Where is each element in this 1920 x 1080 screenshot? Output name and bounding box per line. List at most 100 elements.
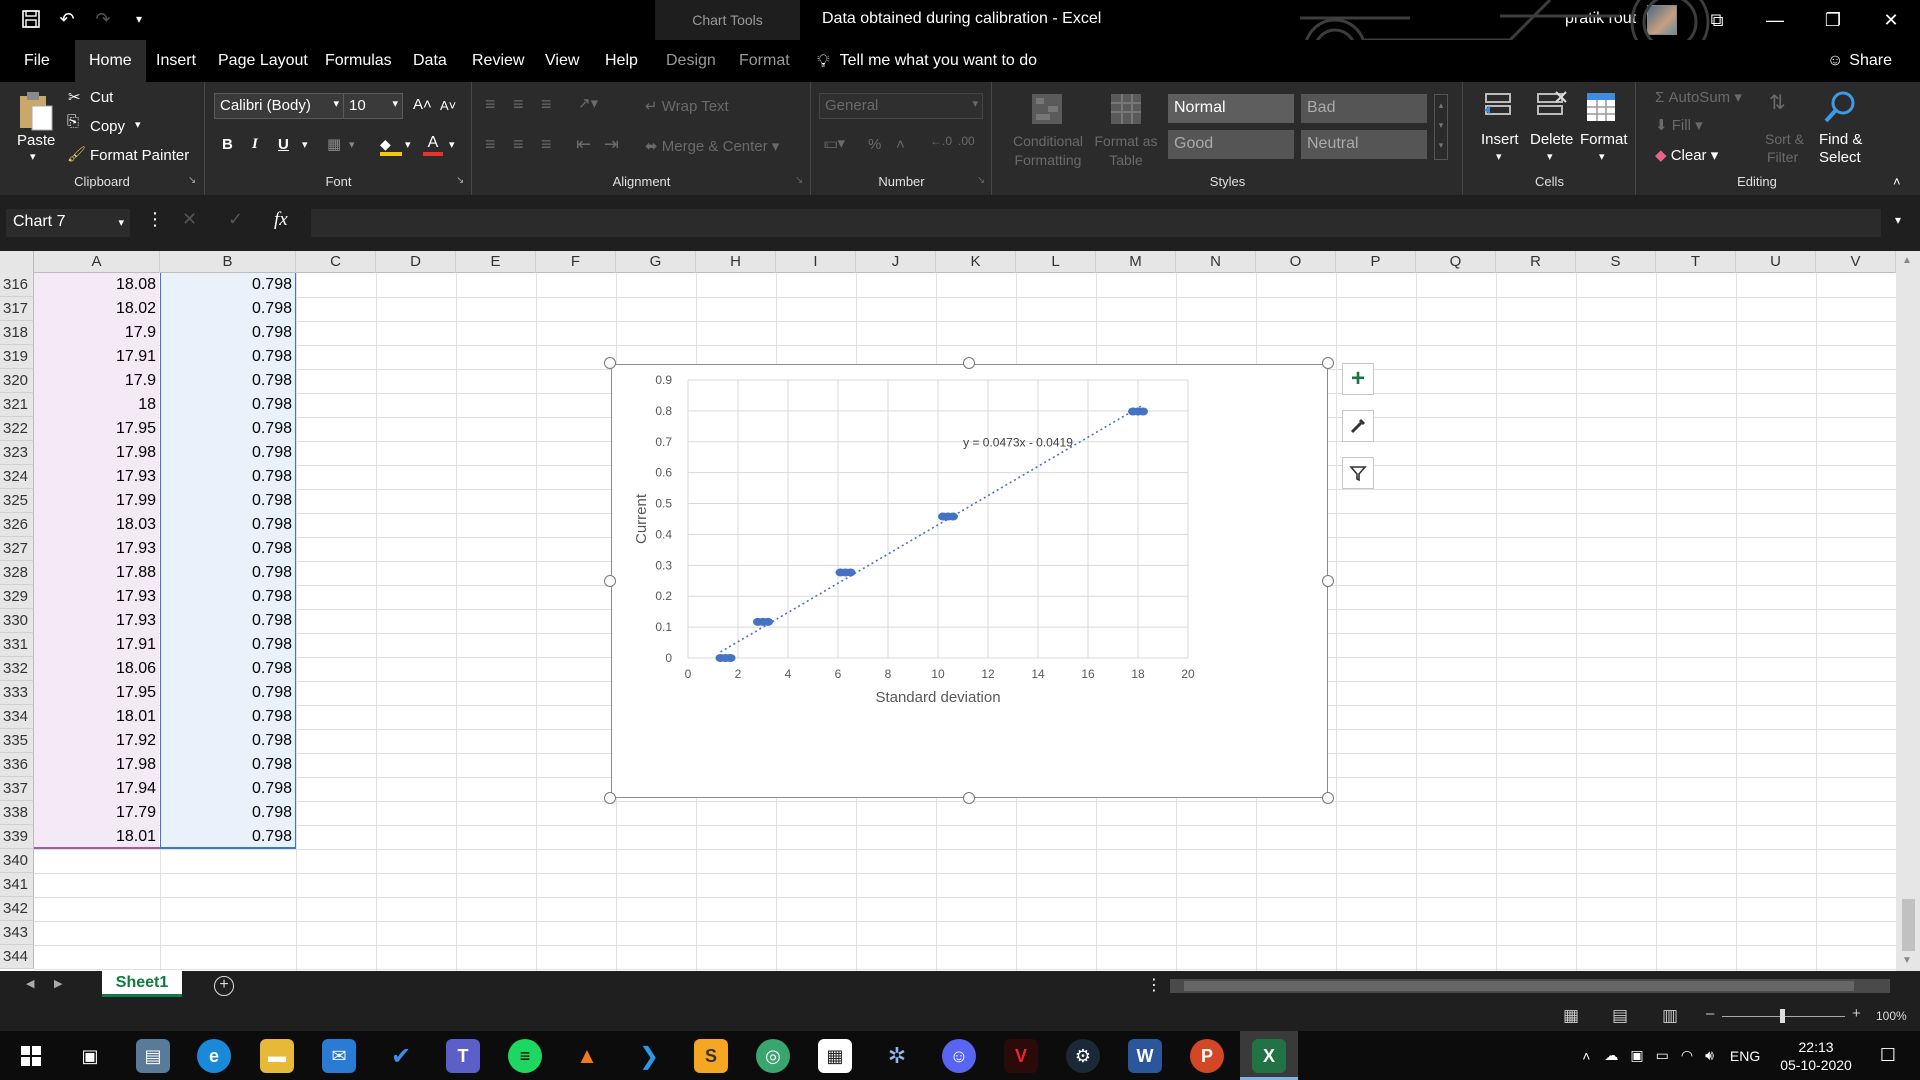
row-header[interactable]: 342 — [0, 897, 34, 921]
cell-a[interactable]: 17.93 — [115, 540, 156, 557]
cell-b[interactable] — [160, 873, 296, 897]
resize-handle-top-right[interactable] — [1322, 357, 1334, 369]
cell-a[interactable]: 18.01 — [115, 828, 156, 845]
insert-cells-button[interactable]: Insert — [1481, 131, 1519, 148]
todo-icon[interactable]: ✔ — [390, 1042, 412, 1070]
format-cells-button[interactable]: Format — [1580, 131, 1628, 148]
font-launcher-icon[interactable]: ↘ — [456, 175, 465, 186]
redo-icon[interactable]: ↷ — [95, 8, 111, 29]
edge-browser-icon[interactable]: e — [197, 1039, 231, 1073]
resize-handle-left[interactable] — [604, 575, 616, 587]
font-color-icon[interactable]: A — [423, 134, 443, 156]
sheet-tab-sheet1[interactable]: Sheet1 — [102, 971, 182, 997]
cell-a[interactable]: 17.79 — [115, 804, 156, 821]
column-header-d[interactable]: D — [376, 251, 456, 273]
chart-elements-icon[interactable]: + — [1342, 363, 1374, 395]
bold-button[interactable]: B — [222, 136, 233, 153]
avatar[interactable] — [1647, 5, 1677, 35]
cut-button[interactable]: Cut — [90, 89, 114, 106]
number-launcher-icon[interactable]: ↘ — [977, 175, 986, 186]
font-family-select[interactable]: Calibri (Body) ▾ — [214, 93, 344, 119]
cell-a[interactable]: 17.93 — [115, 468, 156, 485]
row-header[interactable]: 340 — [0, 849, 34, 873]
row-header[interactable]: 337 — [0, 777, 34, 801]
increase-decimal-icon[interactable]: ←.0 — [930, 134, 953, 148]
network-app-icon[interactable]: ✲ — [887, 1043, 907, 1068]
row-header[interactable]: 322 — [0, 417, 34, 441]
wifi-icon[interactable]: ◠ — [1680, 1047, 1694, 1063]
collapse-ribbon-icon[interactable]: ˄ — [1893, 174, 1901, 189]
paste-button[interactable]: Paste — [17, 132, 56, 149]
conditional-formatting-line1[interactable]: Conditional — [1012, 133, 1084, 149]
scroll-down-icon[interactable]: ▼ — [1902, 955, 1912, 966]
show-hidden-icons-icon[interactable]: ˄ — [1582, 1047, 1591, 1064]
resize-handle-top[interactable] — [963, 357, 975, 369]
cell-a[interactable]: 17.98 — [115, 756, 156, 773]
undo-icon[interactable]: ↶ — [59, 8, 75, 29]
row-header[interactable]: 341 — [0, 873, 34, 897]
tell-me-search[interactable]: 💡︎ Tell me what you want to do — [817, 40, 1037, 82]
fill-button[interactable]: ⬇ Fill ▾ — [1655, 117, 1703, 134]
orientation-icon[interactable]: ↗▾ — [578, 95, 599, 112]
insert-dropdown-icon[interactable]: ▾ — [1496, 151, 1502, 163]
cell-b[interactable]: 0.798 — [251, 276, 292, 293]
align-left-icon[interactable]: ≡ — [485, 134, 496, 154]
italic-button[interactable]: I — [252, 136, 258, 152]
cell-a[interactable] — [34, 849, 160, 873]
cell-b[interactable]: 0.798 — [251, 756, 292, 773]
decrease-decimal-icon[interactable]: .00 — [958, 134, 975, 148]
column-header-h[interactable]: H — [696, 251, 776, 273]
row-header[interactable]: 328 — [0, 561, 34, 585]
minimize-icon[interactable]: — — [1766, 9, 1784, 30]
underline-dropdown-icon[interactable]: ▾ — [302, 139, 308, 151]
decrease-font-size-icon[interactable]: A˅ — [440, 98, 457, 113]
next-sheet-icon[interactable]: ▶ — [54, 978, 63, 990]
ribbon-display-options-icon[interactable]: ⧉ — [1710, 9, 1724, 30]
onedrive-icon[interactable]: ☁ — [1604, 1047, 1619, 1063]
column-header-u[interactable]: U — [1736, 251, 1816, 273]
spotify-icon[interactable]: ≡ — [508, 1039, 542, 1073]
cell-b[interactable]: 0.798 — [251, 444, 292, 461]
clear-button[interactable]: ◆ Clear ▾ — [1655, 147, 1719, 164]
row-header[interactable]: 343 — [0, 921, 34, 945]
tab-home[interactable]: Home — [75, 40, 146, 82]
fill-color-icon[interactable]: ◆ — [380, 136, 402, 156]
customize-qat-icon[interactable]: ▾ — [135, 12, 143, 26]
align-middle-icon[interactable]: ≡ — [513, 94, 524, 114]
align-top-icon[interactable]: ≡ — [485, 94, 496, 114]
font-color-dropdown-icon[interactable]: ▾ — [449, 139, 455, 151]
cell-b[interactable]: 0.798 — [251, 468, 292, 485]
cell-b[interactable]: 0.798 — [251, 324, 292, 341]
column-header-o[interactable]: O — [1256, 251, 1336, 273]
cell-a[interactable]: 17.91 — [115, 348, 156, 365]
cell-b[interactable]: 0.798 — [251, 492, 292, 509]
style-good[interactable]: Good — [1168, 130, 1294, 159]
fill-color-dropdown-icon[interactable]: ▾ — [405, 139, 411, 151]
restore-icon[interactable]: ❐ — [1824, 9, 1842, 30]
row-header[interactable]: 335 — [0, 729, 34, 753]
row-header[interactable]: 331 — [0, 633, 34, 657]
tab-format[interactable]: Format — [739, 52, 790, 69]
cancel-entry-icon[interactable]: ✕ — [182, 209, 198, 229]
cell-b[interactable]: 0.798 — [251, 300, 292, 317]
file-explorer-icon[interactable]: ▬ — [260, 1039, 294, 1073]
row-header[interactable]: 333 — [0, 681, 34, 705]
windows-start-icon[interactable] — [14, 1039, 48, 1073]
comma-style-icon[interactable]: ˄ — [896, 136, 905, 153]
meet-now-icon[interactable]: ▣ — [1630, 1047, 1644, 1063]
tab-formulas[interactable]: Formulas — [325, 52, 392, 69]
cell-a[interactable]: 17.93 — [115, 612, 156, 629]
cell-b[interactable]: 0.798 — [251, 708, 292, 725]
steam-icon[interactable]: ⚙ — [1066, 1039, 1100, 1073]
discord-icon[interactable]: ☺ — [942, 1039, 976, 1073]
expand-formula-bar-icon[interactable]: ▾ — [1895, 213, 1902, 227]
language-indicator[interactable]: ENG — [1729, 1047, 1761, 1064]
cell-b[interactable]: 0.798 — [251, 612, 292, 629]
resize-handle-bottom-right[interactable] — [1322, 792, 1334, 804]
matlab-icon[interactable]: ▲ — [576, 1043, 598, 1068]
row-header[interactable]: 325 — [0, 489, 34, 513]
format-painter-button[interactable]: Format Painter — [90, 147, 190, 164]
cell-a[interactable]: 18.03 — [115, 516, 156, 533]
column-header-f[interactable]: F — [536, 251, 616, 273]
font-size-select[interactable]: 10 ▾ — [343, 93, 403, 119]
